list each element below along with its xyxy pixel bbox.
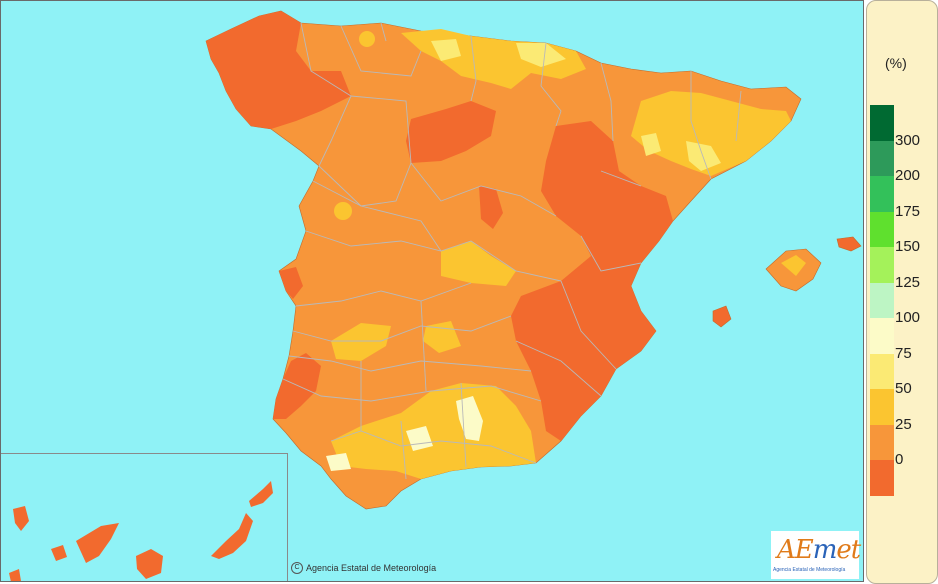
legend-label: 300 — [895, 131, 921, 149]
legend-label: 200 — [895, 167, 921, 184]
map-svg — [9, 10, 862, 581]
legend-swatch — [870, 211, 894, 248]
island-lanzarote — [249, 481, 273, 507]
zone-iberian-range — [479, 186, 503, 229]
legend-label: 100 — [895, 309, 921, 326]
zone-catalonia-light — [641, 133, 721, 171]
zone-cantabria-light — [431, 39, 566, 67]
legend-swatch — [870, 176, 894, 212]
legend-swatch — [870, 105, 894, 141]
island-menorca — [836, 236, 862, 252]
copyright-note: C Agencia Estatal de Meteorología — [291, 562, 436, 574]
zone-west — [279, 267, 303, 299]
copyright-icon: C — [291, 562, 303, 574]
legend-unit: (%) — [885, 55, 907, 71]
zone-southwest — [273, 353, 321, 419]
zone-extremadura — [331, 323, 391, 361]
logo-subtitle: Agencia Estatal de Meteorología — [773, 567, 846, 573]
island-el-hierro — [9, 569, 21, 581]
precipitation-map: C Agencia Estatal de Meteorología AEmet … — [0, 0, 864, 582]
zone-andalusia — [331, 383, 536, 479]
legend-label: 75 — [895, 344, 912, 362]
island-gran-canaria — [136, 549, 163, 579]
legend-swatch — [870, 353, 894, 390]
zone-east — [511, 121, 673, 441]
legend-label: 50 — [895, 380, 912, 397]
legend-swatch — [870, 389, 894, 425]
island-tenerife — [76, 523, 119, 563]
zone-north-plateau — [406, 101, 496, 163]
zone-galicia — [206, 11, 351, 129]
island-mallorca-inner — [781, 255, 806, 276]
zone-madrid — [441, 241, 516, 286]
legend-label: 150 — [895, 238, 921, 255]
zone-catalonia — [631, 91, 791, 176]
legend-label: 175 — [895, 202, 921, 220]
legend-swatch — [870, 247, 894, 283]
logo-wordmark: AEmet — [777, 535, 861, 565]
legend-label: 125 — [895, 273, 921, 291]
island-la-gomera — [51, 545, 67, 561]
zone-andalusia-light — [326, 396, 483, 471]
legend-swatch — [870, 424, 894, 461]
aemet-logo: AEmet Agencia Estatal de Meteorología — [771, 531, 861, 579]
spot-duero — [334, 202, 352, 220]
canary-inset-frame — [1, 453, 288, 581]
copyright-text: Agencia Estatal de Meteorología — [306, 563, 437, 573]
province-borders — [282, 22, 742, 480]
legend-swatch — [870, 318, 894, 354]
island-ibiza — [712, 305, 732, 328]
island-la-palma — [13, 506, 29, 531]
legend-label: 25 — [895, 415, 912, 433]
island-fuerteventura — [211, 513, 253, 559]
legend-swatch — [870, 282, 894, 319]
legend-panel: (%) 300 200 175 150 125 100 75 50 25 0 — [866, 0, 938, 584]
spot-rioja — [359, 31, 375, 47]
legend-label: 0 — [895, 451, 904, 468]
legend-swatch — [870, 460, 894, 496]
legend-swatch — [870, 140, 894, 177]
